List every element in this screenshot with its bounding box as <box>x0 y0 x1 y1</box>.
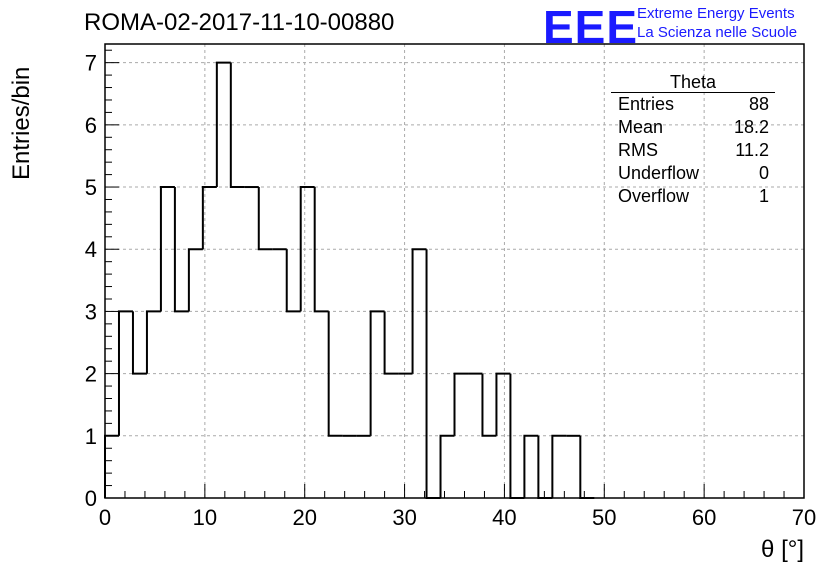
histogram-bin <box>131 311 147 375</box>
histogram-bin <box>313 187 329 313</box>
histogram-bin <box>537 435 553 499</box>
y-tick-label: 4 <box>85 237 97 262</box>
stats-value: 0 <box>758 163 769 183</box>
x-tick-label: 70 <box>792 505 816 530</box>
histogram-bin <box>453 372 469 436</box>
histogram-bin <box>579 435 595 499</box>
x-tick-label: 10 <box>193 505 217 530</box>
stats-row-overflow: Overflow 1 <box>611 185 775 208</box>
x-tick-label: 20 <box>292 505 316 530</box>
histogram-bin <box>523 434 539 498</box>
histogram-bin <box>299 186 315 312</box>
histogram-bin <box>411 248 427 374</box>
logo-caption: Extreme Energy Events La Scienza nelle S… <box>637 4 797 42</box>
histogram-bin <box>383 311 399 375</box>
logo-line-2: La Scienza nelle Scuole <box>637 24 798 41</box>
stats-value: 11.2 <box>735 140 769 160</box>
chart-title: ROMA-02-2017-11-10-00880 <box>84 9 395 36</box>
y-tick-label: 1 <box>85 424 97 449</box>
histogram-bin <box>159 186 175 312</box>
y-tick-label: 6 <box>85 113 97 138</box>
stats-box: Theta Entries 88 Mean 18.2 RMS 11.2 Unde… <box>611 72 775 208</box>
histogram-bin <box>285 249 301 313</box>
eee-logo: EEE <box>543 1 639 53</box>
histogram-bin <box>257 187 273 251</box>
stats-label: Mean <box>618 117 664 137</box>
stats-row-mean: Mean 18.2 <box>611 116 775 139</box>
histogram-bin <box>439 434 455 498</box>
histogram-bin <box>104 434 119 498</box>
histogram-bin <box>369 310 385 436</box>
stats-row-rms: RMS 11.2 <box>611 139 775 162</box>
x-axis-label: θ [°] <box>761 536 804 563</box>
stats-label: Overflow <box>618 186 690 206</box>
histogram-bin <box>215 61 231 188</box>
stats-row-underflow: Underflow 0 <box>611 162 775 185</box>
histogram-bin <box>495 372 511 436</box>
histogram-bin <box>425 249 441 499</box>
stats-value: 1 <box>758 186 769 206</box>
histogram-bin <box>145 310 161 374</box>
histogram-bin <box>509 373 525 499</box>
x-tick-label: 60 <box>692 505 716 530</box>
stats-label: RMS <box>618 140 658 160</box>
histogram-bin <box>481 373 497 437</box>
stats-title: Theta <box>611 72 775 93</box>
plot-frame <box>104 43 805 499</box>
histogram-bin <box>327 311 343 437</box>
stats-value: 88 <box>748 94 769 114</box>
y-tick-label: 3 <box>85 299 97 324</box>
y-tick-label: 2 <box>85 362 97 387</box>
histogram-bin <box>229 62 245 189</box>
stats-label: Underflow <box>618 163 700 183</box>
y-tick-label: 0 <box>85 486 97 511</box>
histogram-bin <box>187 248 203 312</box>
stats-label: Entries <box>618 94 675 114</box>
x-tick-label: 40 <box>492 505 516 530</box>
histogram-bin <box>201 186 217 250</box>
histogram-bin <box>173 187 189 313</box>
x-tick-label: 50 <box>592 505 616 530</box>
stats-row-entries: Entries 88 <box>611 93 775 116</box>
y-axis-label: Entries/bin <box>8 66 35 180</box>
y-tick-label: 5 <box>85 175 97 200</box>
x-tick-label: 0 <box>99 505 111 530</box>
x-tick-label: 30 <box>392 505 416 530</box>
stats-value: 18.2 <box>733 117 769 137</box>
logo-line-1: Extreme Energy Events <box>637 5 795 22</box>
y-tick-label: 7 <box>85 51 97 76</box>
histogram-bin <box>551 434 567 498</box>
